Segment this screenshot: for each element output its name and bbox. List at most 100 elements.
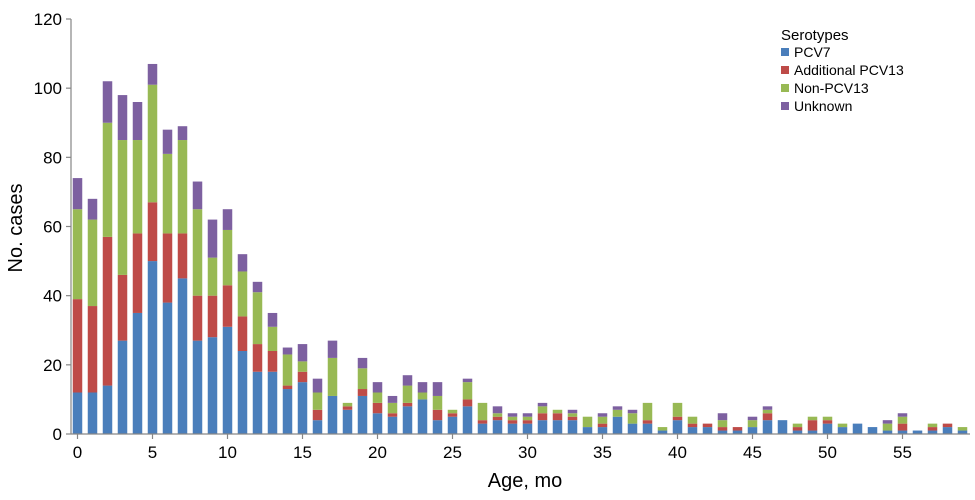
bar-segment-additional-pcv13 [477,420,488,424]
bar-segment-non-pcv13 [627,413,638,424]
bar-segment-non-pcv13 [267,326,278,351]
bar-segment-pcv7 [762,420,773,434]
bar-segment-additional-pcv13 [642,420,653,424]
bar-segment-additional-pcv13 [237,316,248,351]
bar-segment-non-pcv13 [312,392,323,410]
bar-segment-additional-pcv13 [942,423,953,428]
bar-segment-pcv7 [837,427,848,434]
bar-segment-additional-pcv13 [672,416,683,421]
bar-segment-pcv7 [372,413,383,434]
bar-segment-pcv7 [852,423,863,435]
y-tick-label: 100 [34,79,62,98]
legend-swatch-non-pcv13 [781,84,789,92]
bar-segment-pcv7 [312,420,323,434]
bar-segment-additional-pcv13 [102,236,113,386]
bar-segment-non-pcv13 [117,140,128,275]
bar-segment-pcv7 [147,261,158,434]
bar-segment-unknown [162,129,173,154]
bar-segment-non-pcv13 [462,382,473,400]
bar-segment-pcv7 [72,392,83,434]
bar-segment-non-pcv13 [402,385,413,403]
bar-segment-pcv7 [132,312,143,434]
bar-segment-additional-pcv13 [687,423,698,428]
bar-segment-non-pcv13 [207,257,218,296]
bar-segment-pcv7 [642,423,653,435]
bar-segment-non-pcv13 [162,153,173,234]
bar-segment-unknown [327,340,338,358]
bar-segment-pcv7 [537,420,548,434]
bar-segment-unknown [747,416,758,421]
bar-segment-unknown [87,198,98,220]
bar-segment-pcv7 [267,371,278,434]
legend-swatch-additional-pcv13 [781,66,789,74]
bar-segment-unknown [282,347,293,355]
bar-segment-non-pcv13 [552,409,563,414]
bar-segment-pcv7 [222,326,233,434]
bar-segment-unknown [387,395,398,403]
bar-segment-non-pcv13 [177,140,188,234]
bar-segment-non-pcv13 [882,423,893,431]
bar-segment-non-pcv13 [822,416,833,421]
bar-segment-unknown [507,413,518,417]
bar-segment-additional-pcv13 [552,413,563,421]
bar-segment-non-pcv13 [597,416,608,424]
bar-segment-additional-pcv13 [387,413,398,417]
bar-segment-pcv7 [792,430,803,434]
x-tick-label: 0 [73,443,82,462]
bar-segment-additional-pcv13 [132,233,143,313]
legend: Serotypes PCV7 Additional PCV13 Non-PCV13 U… [781,27,904,114]
bar-segment-non-pcv13 [282,354,293,386]
bar-segment-pcv7 [282,389,293,434]
bar-segment-unknown [627,409,638,414]
bar-segment-unknown [192,181,203,210]
bar-segment-additional-pcv13 [807,420,818,431]
bar-segment-non-pcv13 [102,122,113,237]
bar-segment-non-pcv13 [87,219,98,307]
bar-segment-non-pcv13 [237,271,248,317]
bar-segment-non-pcv13 [372,392,383,403]
x-tick-label: 40 [668,443,687,462]
bar-segment-non-pcv13 [642,402,653,421]
bar-segment-pcv7 [822,423,833,435]
bar-segment-unknown [417,382,428,393]
bar-segment-additional-pcv13 [537,413,548,421]
bar-segment-pcv7 [357,395,368,434]
bar-segment-pcv7 [567,420,578,434]
bar-segment-pcv7 [447,416,458,434]
y-tick-label: 120 [34,10,62,29]
bar-segment-pcv7 [87,392,98,434]
bar-segment-unknown [177,126,188,141]
bar-segment-non-pcv13 [747,420,758,428]
x-tick-label: 25 [443,443,462,462]
bar-segment-unknown [612,406,623,410]
x-tick-label: 20 [368,443,387,462]
bar-segment-unknown [597,413,608,417]
bar-segment-additional-pcv13 [762,413,773,421]
bar-segment-non-pcv13 [717,420,728,428]
bar-segment-unknown [492,406,503,414]
bar-segment-additional-pcv13 [402,402,413,407]
bar-segment-pcv7 [342,409,353,434]
bar-segment-additional-pcv13 [297,371,308,383]
bar-segment-pcv7 [612,416,623,434]
legend-title: Serotypes [781,27,849,44]
bar-segment-pcv7 [462,406,473,434]
bar-segment-additional-pcv13 [897,423,908,431]
bar-segment-non-pcv13 [477,402,488,421]
bar-segment-unknown [522,413,533,417]
bar-segment-additional-pcv13 [192,295,203,341]
bar-segment-additional-pcv13 [492,416,503,421]
bar-segment-additional-pcv13 [507,420,518,424]
bar-segment-pcv7 [207,337,218,434]
bar-segment-unknown [402,375,413,386]
bar-segment-non-pcv13 [522,416,533,421]
bar-segment-additional-pcv13 [222,285,233,327]
bar-segment-additional-pcv13 [717,427,728,431]
bar-segment-additional-pcv13 [282,385,293,390]
bar-segment-non-pcv13 [492,413,503,417]
bar-segment-additional-pcv13 [252,344,263,372]
bar-segment-additional-pcv13 [792,427,803,431]
y-tick-label: 40 [43,287,62,306]
bar-segment-unknown [267,312,278,327]
bar-segment-pcv7 [252,371,263,434]
